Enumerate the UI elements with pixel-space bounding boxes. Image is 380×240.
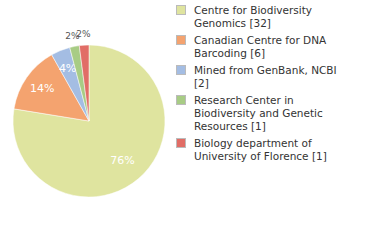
svg-text:2%: 2%	[65, 30, 80, 41]
html-text:Mined from GenBank, NCBI [2]: Mined from GenBank, NCBI [2]	[194, 64, 337, 89]
svg-text:76%: 76%	[110, 154, 134, 167]
svg-text:4%: 4%	[59, 62, 76, 75]
svg-text:2%: 2%	[76, 29, 91, 39]
html-text:Centre for Biodiversity Genomi: Centre for Biodiversity Genomics [32]	[194, 4, 313, 29]
html-text:Biology department of Universi: Biology department of University of Flor…	[194, 137, 327, 162]
html-text:Research Center in Biodiversit: Research Center in Biodiversity and Gene…	[194, 94, 323, 132]
html-text:Canadian Centre for DNA Barcod: Canadian Centre for DNA Barcoding [6]	[194, 34, 327, 59]
svg-text:14%: 14%	[30, 82, 54, 95]
